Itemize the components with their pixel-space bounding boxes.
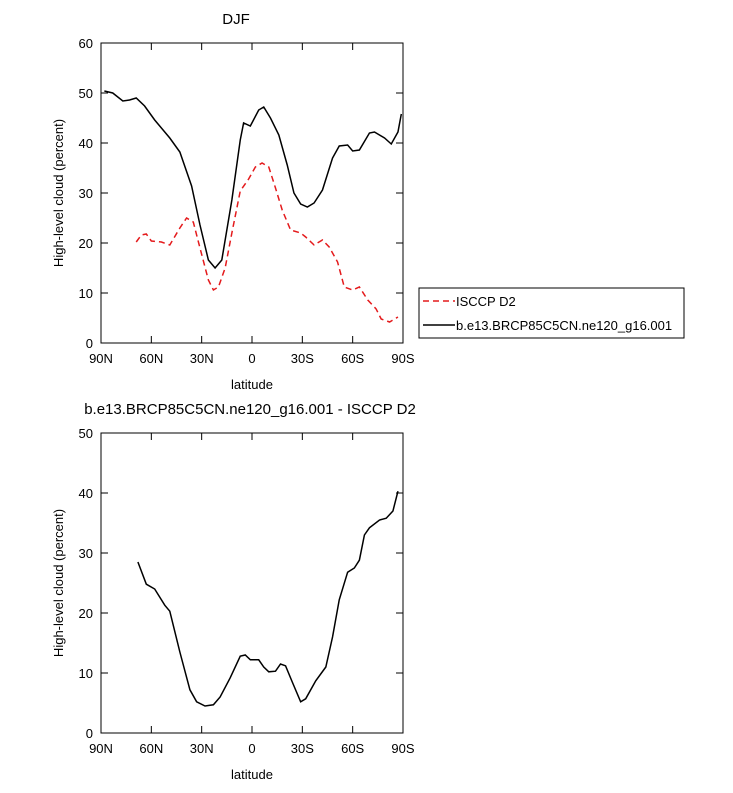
x-tick-label: 60N <box>139 351 163 366</box>
x-tick-label: 60N <box>139 741 163 756</box>
y-tick-label: 50 <box>79 86 93 101</box>
x-tick-label: 60S <box>341 741 364 756</box>
y-tick-label: 0 <box>86 336 93 351</box>
plot-frame <box>100 42 404 344</box>
legend-box <box>418 287 685 339</box>
y-tick-label: 20 <box>79 236 93 251</box>
y-tick-label: 20 <box>79 606 93 621</box>
y-tick-label: 40 <box>79 486 93 501</box>
chart-title: DJF <box>222 11 250 28</box>
x-tick-label: 30S <box>291 351 314 366</box>
x-axis-label: latitude <box>231 377 273 392</box>
legend-label: b.e13.BRCP85C5CN.ne120_g16.001 <box>456 318 672 333</box>
x-tick-label: 30N <box>190 741 214 756</box>
data-line <box>135 162 399 323</box>
legend-label: ISCCP D2 <box>456 294 516 309</box>
y-axis-label: High-level cloud (percent) <box>51 509 66 657</box>
y-tick-label: 30 <box>79 186 93 201</box>
x-tick-label: 0 <box>248 351 255 366</box>
x-tick-label: 30S <box>291 741 314 756</box>
y-tick-label: 40 <box>79 136 93 151</box>
x-axis-label: latitude <box>231 767 273 782</box>
y-tick-label: 10 <box>79 286 93 301</box>
y-tick-label: 60 <box>79 36 93 51</box>
x-tick-label: 90S <box>391 351 414 366</box>
x-tick-label: 0 <box>248 741 255 756</box>
data-line <box>137 491 399 707</box>
x-tick-label: 90N <box>89 741 113 756</box>
x-tick-label: 90S <box>391 741 414 756</box>
x-tick-label: 60S <box>341 351 364 366</box>
y-tick-label: 10 <box>79 666 93 681</box>
data-line <box>104 90 403 270</box>
y-tick-label: 30 <box>79 546 93 561</box>
chart-title: b.e13.BRCP85C5CN.ne120_g16.001 - ISCCP D… <box>84 401 416 418</box>
x-tick-label: 90N <box>89 351 113 366</box>
x-tick-label: 30N <box>190 351 214 366</box>
y-axis-label: High-level cloud (percent) <box>51 119 66 267</box>
y-tick-label: 50 <box>79 426 93 441</box>
y-tick-label: 0 <box>86 726 93 741</box>
